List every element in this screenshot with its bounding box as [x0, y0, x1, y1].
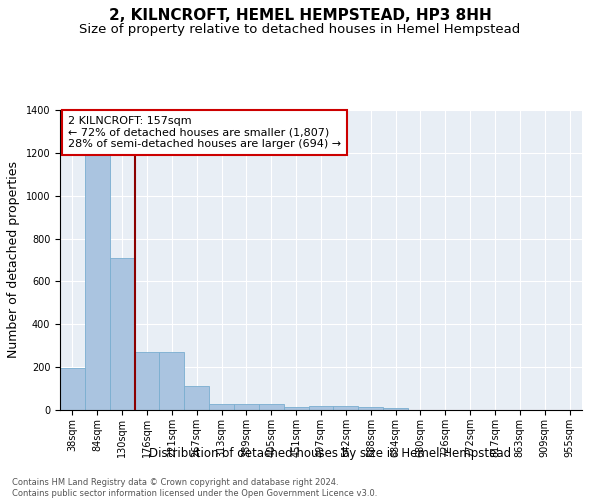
Bar [234, 404, 259, 410]
Text: Size of property relative to detached houses in Hemel Hempstead: Size of property relative to detached ho… [79, 22, 521, 36]
Bar [134, 352, 160, 410]
Bar [60, 368, 85, 410]
Bar [184, 386, 209, 410]
Text: Contains HM Land Registry data © Crown copyright and database right 2024.
Contai: Contains HM Land Registry data © Crown c… [12, 478, 377, 498]
Bar [160, 352, 184, 410]
Bar [259, 404, 284, 410]
Bar [308, 406, 334, 410]
Bar [334, 406, 358, 410]
Y-axis label: Number of detached properties: Number of detached properties [7, 162, 20, 358]
Bar [284, 407, 308, 410]
Bar [85, 155, 110, 410]
Bar [209, 404, 234, 410]
Text: Distribution of detached houses by size in Hemel Hempstead: Distribution of detached houses by size … [149, 448, 511, 460]
Text: 2 KILNCROFT: 157sqm
← 72% of detached houses are smaller (1,807)
28% of semi-det: 2 KILNCROFT: 157sqm ← 72% of detached ho… [68, 116, 341, 149]
Bar [110, 258, 134, 410]
Bar [358, 407, 383, 410]
Bar [383, 408, 408, 410]
Text: 2, KILNCROFT, HEMEL HEMPSTEAD, HP3 8HH: 2, KILNCROFT, HEMEL HEMPSTEAD, HP3 8HH [109, 8, 491, 22]
